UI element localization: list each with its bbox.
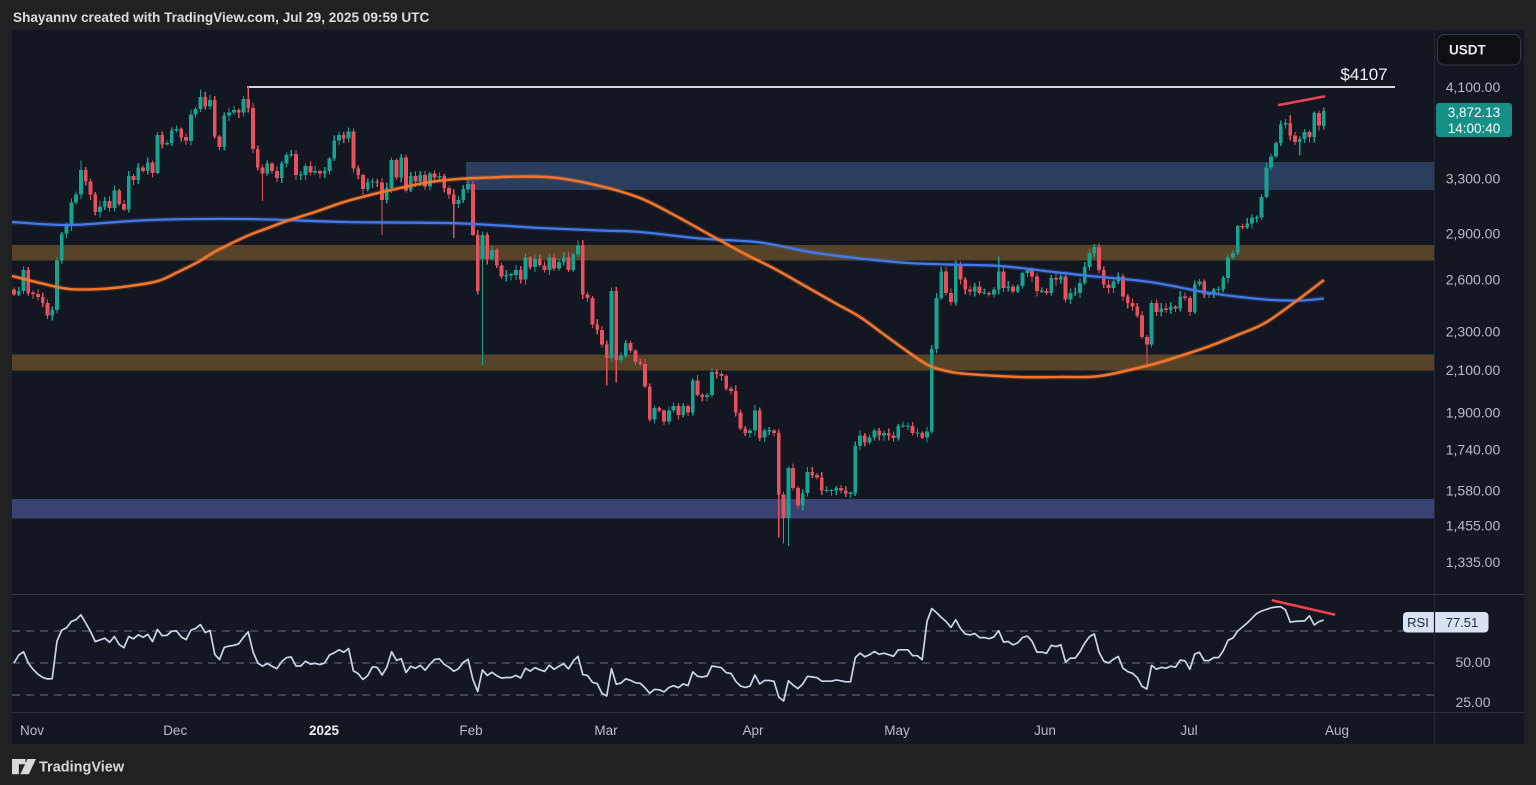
svg-text:2,300.00: 2,300.00 xyxy=(1446,324,1501,340)
svg-text:3,872.13: 3,872.13 xyxy=(1448,105,1501,120)
svg-text:Aug: Aug xyxy=(1325,723,1349,738)
svg-text:RSI: RSI xyxy=(1407,615,1429,630)
svg-text:TradingView: TradingView xyxy=(39,760,125,776)
svg-text:1,900.00: 1,900.00 xyxy=(1446,405,1501,421)
svg-text:Feb: Feb xyxy=(459,723,482,738)
svg-text:77.51: 77.51 xyxy=(1446,615,1479,630)
svg-text:50.00: 50.00 xyxy=(1455,654,1490,670)
svg-text:1,740.00: 1,740.00 xyxy=(1446,442,1501,458)
svg-text:1,455.00: 1,455.00 xyxy=(1446,518,1501,534)
svg-text:3,300.00: 3,300.00 xyxy=(1446,171,1501,187)
svg-text:May: May xyxy=(884,723,910,738)
svg-text:Mar: Mar xyxy=(594,723,618,738)
svg-text:Dec: Dec xyxy=(163,723,187,738)
svg-text:1,335.00: 1,335.00 xyxy=(1446,554,1501,570)
svg-text:Nov: Nov xyxy=(20,723,44,738)
svg-text:Apr: Apr xyxy=(742,723,764,738)
svg-text:1,580.00: 1,580.00 xyxy=(1446,483,1501,499)
svg-text:25.00: 25.00 xyxy=(1455,694,1490,710)
svg-text:2,100.00: 2,100.00 xyxy=(1446,362,1501,378)
svg-text:2,600.00: 2,600.00 xyxy=(1446,272,1501,288)
svg-text:Shayannv created with TradingV: Shayannv created with TradingView.com, J… xyxy=(13,10,429,25)
svg-text:4,100.00: 4,100.00 xyxy=(1446,79,1501,95)
svg-text:2025: 2025 xyxy=(309,723,340,738)
svg-text:Jun: Jun xyxy=(1034,723,1056,738)
svg-text:$4107: $4107 xyxy=(1340,65,1387,84)
svg-text:USDT: USDT xyxy=(1449,43,1487,58)
svg-text:Jul: Jul xyxy=(1180,723,1197,738)
svg-text:14:00:40: 14:00:40 xyxy=(1448,121,1501,136)
svg-text:2,900.00: 2,900.00 xyxy=(1446,226,1501,242)
